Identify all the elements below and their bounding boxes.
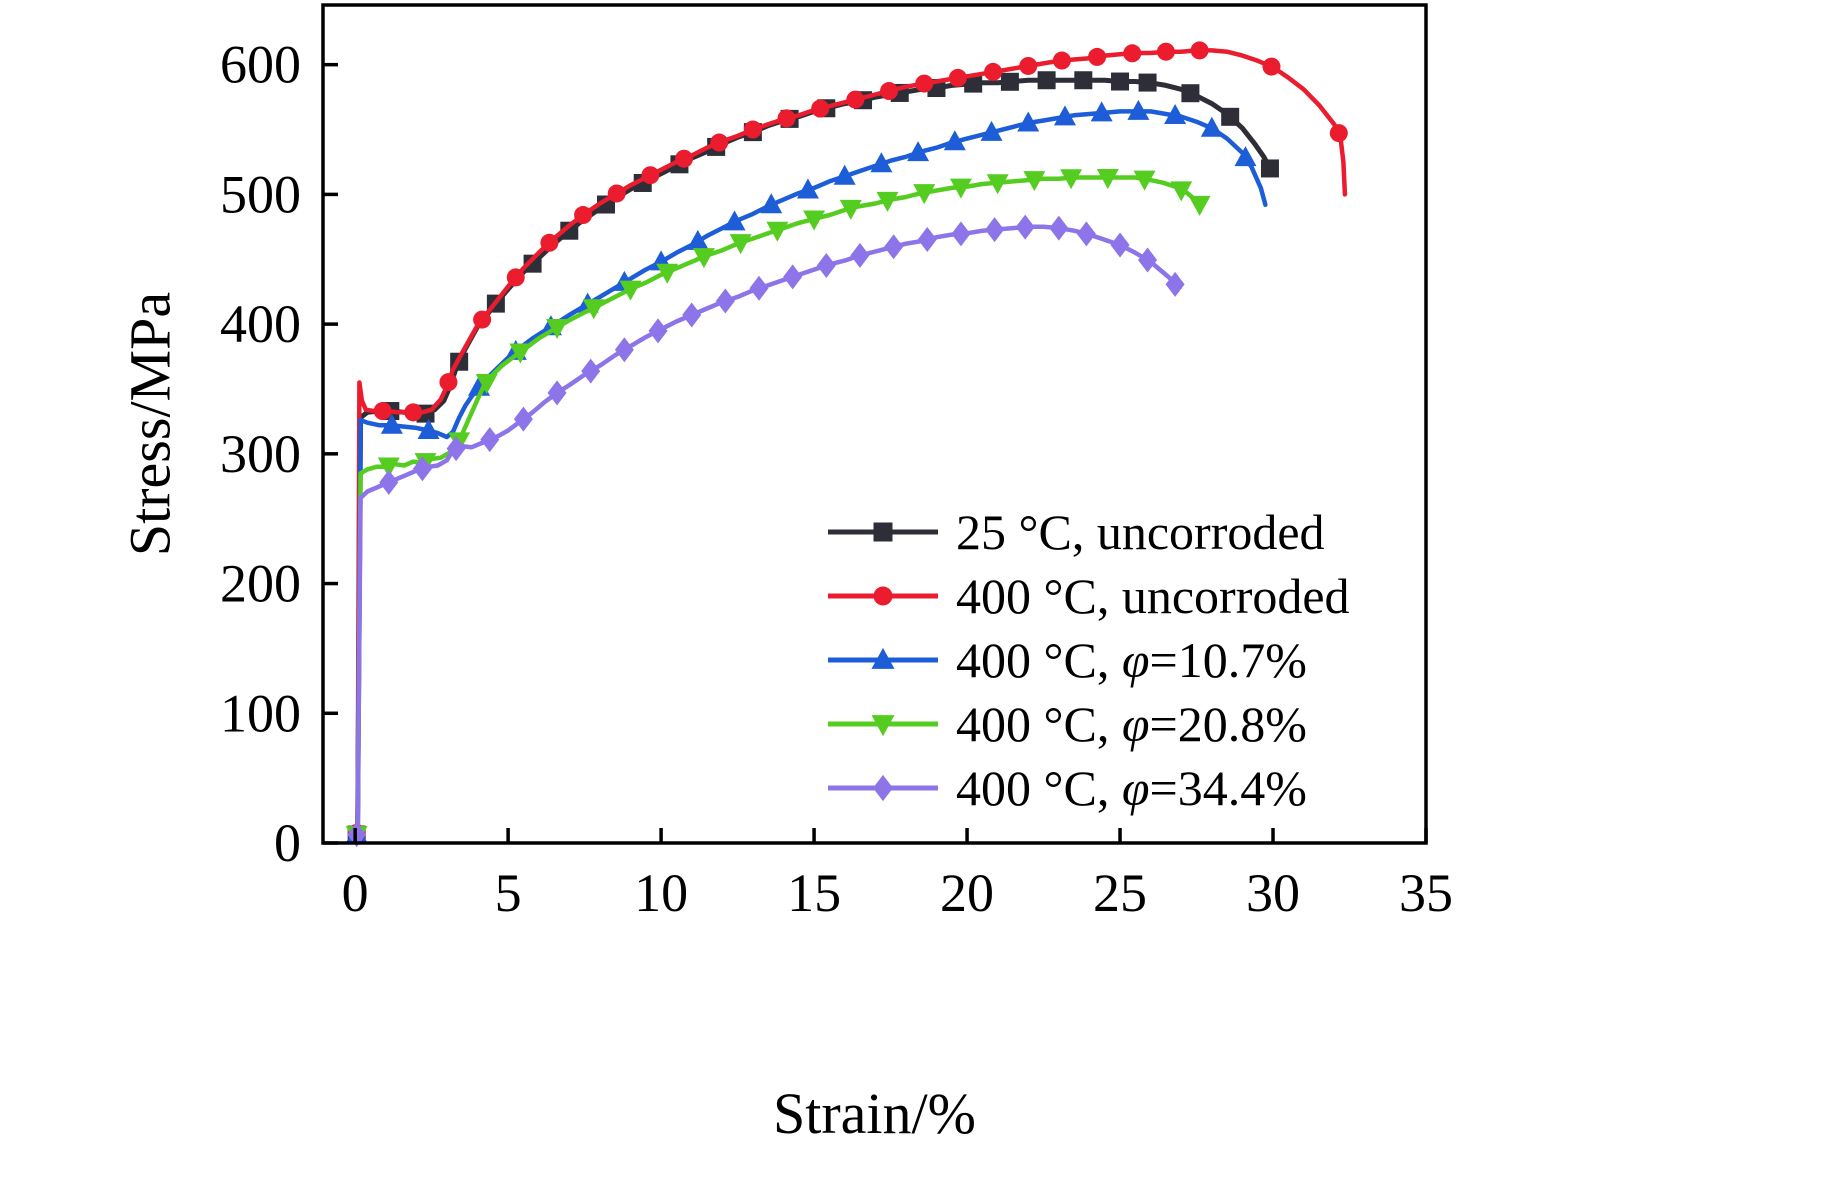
y-tick-label: 500 (220, 164, 301, 224)
legend-item-1: 400 °C, uncorroded (828, 568, 1350, 624)
legend-label: 25 °C, uncorroded (956, 504, 1325, 560)
x-tick-label: 5 (495, 863, 522, 923)
x-tick-label: 35 (1399, 863, 1453, 923)
legend-label: 400 °C, φ=34.4% (956, 760, 1307, 816)
y-tick-label: 200 (220, 554, 301, 614)
legend-label: 400 °C, φ=10.7% (956, 632, 1307, 688)
y-tick-label: 400 (220, 294, 301, 354)
legend-label: 400 °C, uncorroded (956, 568, 1350, 624)
legend-item-3: 400 °C, φ=20.8% (828, 696, 1307, 752)
x-tick-label: 25 (1093, 863, 1147, 923)
y-tick-label: 600 (220, 35, 301, 95)
series-4 (347, 214, 1185, 848)
legend-item-4: 400 °C, φ=34.4% (828, 760, 1307, 816)
y-tick-label: 0 (274, 813, 301, 873)
x-tick-label: 10 (634, 863, 688, 923)
legend-label: 400 °C, φ=20.8% (956, 696, 1307, 752)
x-tick-label: 20 (940, 863, 994, 923)
x-tick-label: 30 (1246, 863, 1300, 923)
series-line (352, 109, 1268, 841)
y-axis: 0 100 200 300 400 500 600 (220, 35, 338, 873)
legend: 25 °C, uncorroded 400 °C, uncorroded 400 °… (828, 504, 1350, 816)
y-axis-title: Stress/MPa (117, 291, 183, 557)
x-tick-label: 0 (342, 863, 369, 923)
series-line (352, 175, 1204, 841)
y-tick-label: 300 (220, 424, 301, 484)
legend-item-0: 25 °C, uncorroded (828, 504, 1325, 560)
plot-border (321, 3, 1428, 845)
y-tick-label: 100 (220, 683, 301, 743)
x-axis: 0 5 10 15 20 25 30 35 (342, 828, 1453, 923)
x-axis-title: Strain/% (773, 1081, 976, 1146)
series-line (352, 224, 1181, 841)
x-tick-label: 15 (787, 863, 841, 923)
series-2 (345, 99, 1268, 844)
legend-item-2: 400 °C, φ=10.7% (828, 632, 1307, 688)
